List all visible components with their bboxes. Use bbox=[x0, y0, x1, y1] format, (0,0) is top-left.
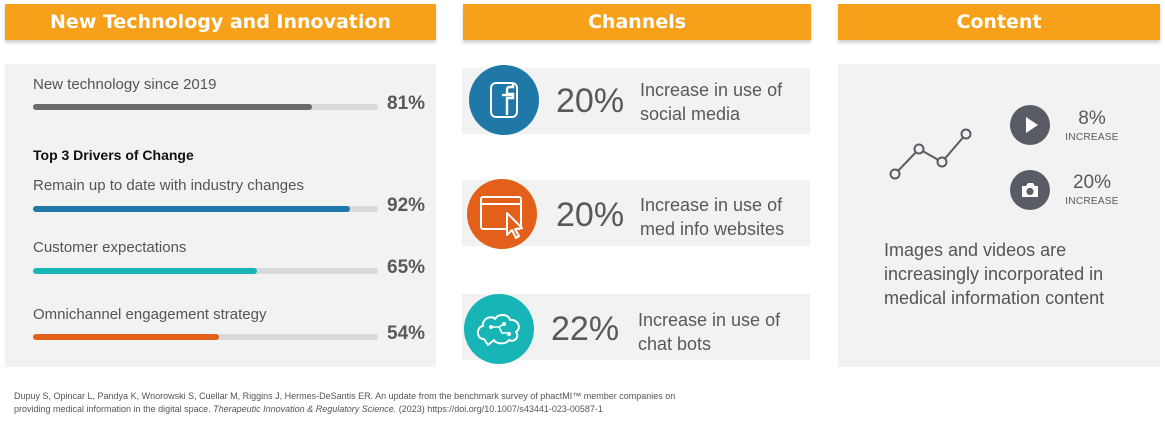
image-pct: 20% bbox=[1072, 172, 1112, 193]
channel-text-2: Increase in use of med info websites bbox=[640, 193, 784, 241]
driver-bar-3 bbox=[33, 334, 378, 340]
header-content: Content bbox=[838, 4, 1160, 40]
channel-circle-3 bbox=[464, 294, 534, 364]
chatbot-brain-icon bbox=[476, 314, 520, 346]
driver-pct-1: 92% bbox=[387, 195, 426, 216]
new-tech-pct: 81% bbox=[387, 93, 426, 114]
video-increase-label: INCREASE bbox=[1065, 132, 1119, 143]
channel-pct-3: 22% bbox=[551, 310, 620, 348]
new-tech-label: New technology since 2019 bbox=[33, 76, 217, 93]
channel-pct-2: 20% bbox=[556, 196, 625, 234]
new-tech-bar bbox=[33, 104, 378, 110]
new-tech-fill bbox=[33, 104, 313, 110]
channel-text-3: Increase in use of chat bots bbox=[638, 308, 780, 356]
driver-pct-3: 54% bbox=[387, 323, 426, 344]
driver-pct-2: 65% bbox=[387, 257, 426, 278]
citation-line2: providing medical information in the dig… bbox=[14, 403, 794, 416]
header-channels: Channels bbox=[463, 4, 811, 40]
channel-circle-1 bbox=[469, 65, 539, 135]
tech-panel: New technology since 2019 81% Top 3 Driv… bbox=[5, 64, 436, 367]
drivers-title: Top 3 Drivers of Change bbox=[33, 147, 194, 163]
citation-line1: Dupuy S, Opincar L, Pandya K, Wnorowski … bbox=[14, 391, 676, 401]
driver-fill-1 bbox=[33, 206, 351, 212]
play-icon bbox=[1010, 105, 1050, 145]
driver-bar-2 bbox=[33, 268, 378, 274]
citation-prefix: providing medical information in the dig… bbox=[14, 404, 211, 414]
driver-fill-2 bbox=[33, 268, 258, 274]
channel-line1-1: Increase in use of bbox=[640, 80, 783, 100]
content-description: Images and videos are increasingly incor… bbox=[884, 240, 1105, 308]
channel-text-1: Increase in use of social media bbox=[640, 78, 782, 126]
driver-fill-3 bbox=[33, 334, 220, 340]
citation: Dupuy S, Opincar L, Pandya K, Wnorowski … bbox=[14, 390, 794, 416]
channel-circle-2 bbox=[467, 179, 537, 249]
image-increase-label: INCREASE bbox=[1065, 196, 1119, 207]
channel-line2-1: social media bbox=[640, 104, 741, 124]
driver-label-3: Omnichannel engagement strategy bbox=[33, 306, 267, 323]
citation-journal: Therapeutic Innovation & Regulatory Scie… bbox=[213, 404, 397, 414]
trend-line-icon bbox=[889, 128, 972, 180]
channel-line2-3: chat bots bbox=[638, 334, 712, 354]
citation-suffix: (2023) https://doi.org/10.1007/s43441-02… bbox=[398, 404, 603, 414]
channel-pct-1: 20% bbox=[556, 82, 625, 120]
website-cursor-icon bbox=[480, 196, 523, 239]
facebook-icon bbox=[490, 82, 518, 118]
video-pct: 8% bbox=[1078, 108, 1106, 129]
camera-icon bbox=[1010, 170, 1050, 210]
content-panel bbox=[838, 64, 1160, 367]
channel-line2-2: med info websites bbox=[640, 219, 785, 239]
driver-label-2: Customer expectations bbox=[33, 239, 187, 256]
driver-label-1: Remain up to date with industry changes bbox=[33, 177, 304, 194]
channel-line1-3: Increase in use of bbox=[638, 310, 781, 330]
driver-bar-1 bbox=[33, 206, 378, 212]
header-tech: New Technology and Innovation bbox=[5, 4, 436, 40]
channel-line1-2: Increase in use of bbox=[640, 195, 783, 215]
